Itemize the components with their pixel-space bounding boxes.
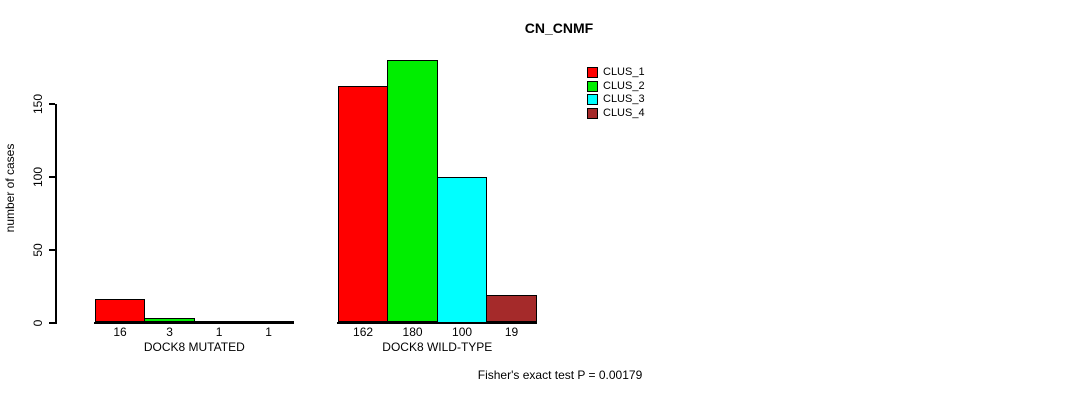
bar-value-label: 19: [504, 325, 519, 339]
y-tick-mark: [49, 248, 55, 251]
legend-label: CLUS_1: [603, 66, 645, 78]
bar-value-label: 3: [166, 325, 173, 339]
y-tick-label: 150: [31, 93, 45, 114]
bar: [193, 320, 245, 323]
group-baseline: [94, 321, 295, 324]
legend-swatch: [587, 67, 598, 78]
legend-label: CLUS_2: [603, 79, 645, 92]
legend-item: CLUS_2: [587, 79, 645, 92]
legend-item: CLUS_3: [587, 94, 645, 105]
y-tick-mark: [49, 102, 55, 105]
legend-label: CLUS_3: [603, 93, 645, 105]
legend-item: CLUS_1: [587, 67, 645, 78]
bar-value-label: 162: [353, 325, 374, 339]
y-tick-mark: [49, 175, 55, 178]
y-tick-label: 50: [31, 242, 45, 257]
y-axis-line: [55, 103, 57, 324]
bar: [94, 299, 146, 323]
bar: [144, 318, 195, 323]
bar-value-label: 16: [113, 325, 127, 339]
y-tick-label: 0: [31, 319, 45, 326]
y-tick-label: 100: [31, 166, 45, 187]
group-baseline: [337, 321, 538, 324]
bar-value-label: 1: [215, 325, 223, 339]
legend-label: CLUS_4: [603, 106, 645, 119]
legend-item: CLUS_4: [587, 106, 645, 119]
fisher-test-annotation: Fisher's exact test P = 0.00179: [477, 368, 643, 382]
bar-value-label: 1: [265, 325, 272, 339]
legend-swatch: [587, 94, 598, 105]
group-label: DOCK8 WILD-TYPE: [382, 340, 493, 354]
bar: [387, 59, 438, 323]
bar-value-label: 180: [402, 325, 423, 339]
bar: [486, 294, 537, 323]
bar: [337, 85, 389, 323]
chart-title: CN_CNMF: [524, 20, 594, 36]
group-label: DOCK8 MUTATED: [143, 340, 245, 354]
legend: CLUS_1 CLUS_2 CLUS_3 CLUS_4: [587, 67, 645, 121]
bar: [436, 176, 488, 323]
bar-value-label: 100: [452, 325, 473, 339]
legend-swatch: [587, 107, 598, 119]
bar: [243, 320, 294, 323]
y-tick-mark: [49, 321, 55, 324]
legend-swatch: [587, 80, 598, 92]
